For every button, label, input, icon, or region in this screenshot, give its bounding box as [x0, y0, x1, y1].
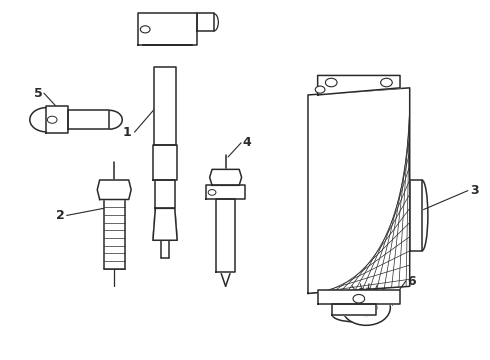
Polygon shape	[47, 106, 68, 133]
Polygon shape	[154, 67, 176, 145]
Text: 2: 2	[56, 209, 65, 222]
Polygon shape	[318, 290, 400, 304]
Text: 3: 3	[470, 184, 479, 197]
Text: 4: 4	[243, 136, 251, 149]
Circle shape	[140, 26, 150, 33]
Polygon shape	[318, 76, 400, 95]
Polygon shape	[196, 13, 214, 31]
Polygon shape	[206, 185, 245, 199]
Polygon shape	[210, 169, 242, 185]
Circle shape	[208, 190, 216, 195]
Polygon shape	[153, 145, 177, 180]
Circle shape	[342, 290, 391, 325]
Circle shape	[353, 294, 365, 303]
Polygon shape	[153, 208, 177, 240]
Text: 5: 5	[34, 87, 43, 100]
Polygon shape	[216, 199, 235, 272]
Circle shape	[381, 78, 392, 87]
Polygon shape	[155, 180, 175, 208]
Polygon shape	[308, 88, 410, 293]
Polygon shape	[410, 180, 422, 251]
Circle shape	[315, 86, 325, 93]
Polygon shape	[138, 13, 196, 45]
Circle shape	[325, 78, 337, 87]
Polygon shape	[332, 304, 376, 315]
Text: 1: 1	[122, 126, 131, 139]
Circle shape	[48, 116, 57, 123]
Circle shape	[355, 300, 377, 315]
Text: 6: 6	[407, 275, 416, 288]
Polygon shape	[97, 180, 131, 199]
Polygon shape	[68, 110, 109, 129]
Circle shape	[362, 305, 370, 311]
